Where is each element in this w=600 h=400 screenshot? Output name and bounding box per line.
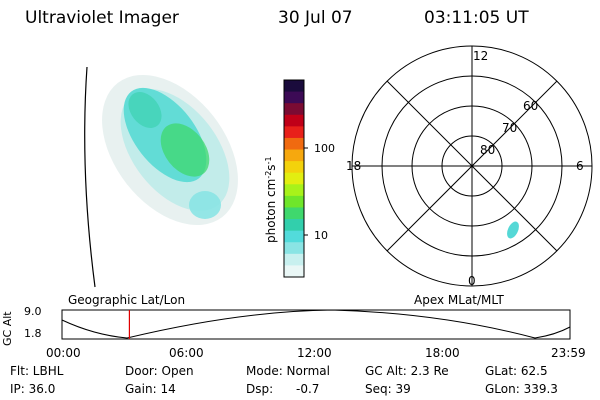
polar-mlt-plot: 12 0 18 6 80 70 60: [346, 45, 593, 288]
filter-info: Flt: LBHL: [10, 364, 64, 378]
uv-glow-peak: [160, 123, 210, 177]
mlat-label-70: 70: [502, 121, 517, 135]
timeline-xtick-1800: 18:00: [425, 346, 460, 360]
colorbar-cell: [284, 103, 304, 116]
geographic-uv-image: [84, 66, 238, 288]
colorbar-cell: [284, 195, 304, 208]
door-info: Door: Open: [125, 364, 194, 378]
colorbar-cell: [284, 114, 304, 127]
timeline-ylabel: GC Alt: [1, 311, 14, 346]
altitude-curve: [61, 309, 571, 339]
timeline-xtick-0600: 06:00: [169, 346, 204, 360]
glon-info: GLon: 339.3: [485, 382, 558, 396]
mlt-label-6: 6: [576, 159, 584, 173]
timeline-xtick-2359: 23:59: [551, 346, 586, 360]
timeline-ytick-9: 9.0: [24, 305, 42, 318]
colorbar-cell: [284, 172, 304, 185]
mlat-label-60: 60: [523, 99, 538, 113]
colorbar-tick-label-100: 100: [314, 142, 335, 155]
colorbar-frame: [283, 79, 305, 278]
time-label: 03:11:05 UT: [424, 8, 529, 28]
colorbar-cell: [284, 230, 304, 243]
timeline-ytick-1.8: 1.8: [24, 327, 42, 340]
colorbar-cell: [284, 242, 304, 255]
colorbar-label: photon cm-2s-1: [264, 156, 278, 243]
altitude-timeline: [61, 309, 571, 340]
colorbar-cell: [284, 253, 304, 266]
seq-info: Seq: 39: [365, 382, 411, 396]
colorbar-cell: [284, 137, 304, 151]
dsp-value: -0.7: [296, 382, 320, 396]
colorbar-cell: [284, 91, 304, 104]
colorbar-cell: [284, 80, 304, 93]
gc-alt-info: GC Alt: 2.3 Re: [365, 364, 449, 378]
mode-info: Mode: Normal: [246, 364, 330, 378]
mlat-label-80: 80: [480, 143, 495, 157]
timeline-xtick-1200: 12:00: [297, 346, 332, 360]
timeline-frame: [61, 309, 571, 340]
colorbar-cell: [284, 184, 304, 197]
timeline-right-title: Apex MLat/MLT: [414, 293, 504, 307]
colorbar-cell: [284, 126, 304, 139]
colorbar-cell: [284, 161, 304, 174]
colorbar-cell: [284, 207, 304, 220]
timeline-left-title: Geographic Lat/Lon: [68, 293, 186, 307]
ip-info: IP: 36.0: [10, 382, 56, 396]
colorbar-cell: [284, 219, 304, 232]
gain-info: Gain: 14: [125, 382, 176, 396]
app-title: Ultraviolet Imager: [25, 8, 179, 28]
polar-diagonal-2: [386, 80, 558, 252]
earth-limb-line: [84, 66, 96, 288]
intensity-colorbar: photon cm-2s-1: [264, 79, 308, 278]
date-label: 30 Jul 07: [278, 8, 353, 28]
timeline-xtick-0000: 00:00: [46, 346, 81, 360]
colorbar-cell: [284, 149, 304, 162]
uv-glow-patch: [128, 92, 162, 128]
polar-uv-patch: [507, 221, 519, 239]
colorbar-tick-label-10: 10: [314, 229, 328, 242]
mlt-label-0: 0: [468, 274, 476, 288]
mlt-label-12: 12: [473, 49, 488, 63]
colorbar-cell: [284, 265, 304, 278]
dsp-label: Dsp:: [246, 382, 274, 396]
mlt-label-18: 18: [346, 159, 361, 173]
glat-info: GLat: 62.5: [485, 364, 548, 378]
uv-glow-lower: [189, 191, 221, 219]
